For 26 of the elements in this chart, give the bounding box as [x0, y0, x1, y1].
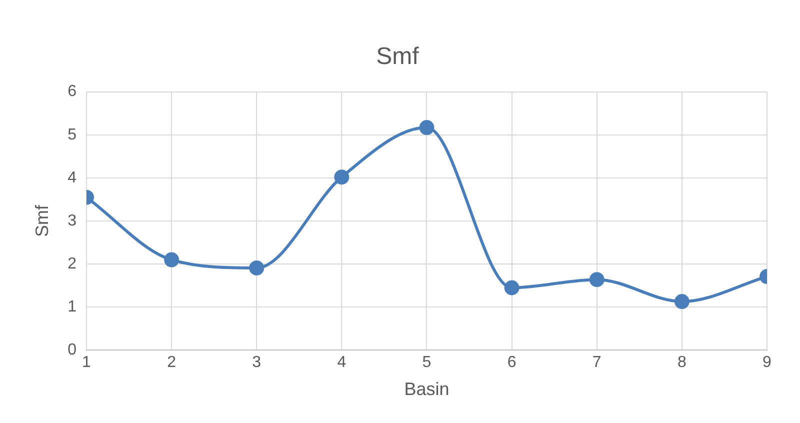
point — [419, 120, 434, 136]
x-tick-label: 8 — [677, 354, 686, 372]
point — [334, 170, 350, 185]
x-tick-label: 1 — [82, 354, 92, 372]
x-tick-label: 9 — [762, 354, 772, 372]
y-tick-label: 4 — [68, 169, 77, 186]
y-tick-label: 2 — [68, 255, 77, 272]
y-tick-label: 6 — [68, 83, 77, 100]
chart-title: Smf — [376, 43, 420, 70]
x-tick-label: 5 — [422, 354, 432, 372]
x-axis-title: Basin — [404, 379, 450, 400]
point — [674, 294, 690, 310]
y-tick-label: 5 — [68, 126, 77, 144]
y-tick-label: 3 — [68, 212, 77, 230]
y-tick-label: 0 — [68, 342, 77, 359]
point — [589, 272, 604, 288]
point — [504, 280, 520, 296]
point — [249, 260, 264, 276]
x-tick-label: 2 — [167, 354, 176, 372]
x-tick-label: 3 — [252, 354, 262, 372]
y-axis-title: Smf — [32, 204, 52, 238]
y-tick-label: 1 — [68, 298, 77, 316]
x-tick-label: 4 — [337, 354, 346, 372]
x-tick-label: 7 — [592, 354, 602, 372]
point — [164, 252, 180, 268]
x-tick-label: 6 — [507, 354, 516, 372]
